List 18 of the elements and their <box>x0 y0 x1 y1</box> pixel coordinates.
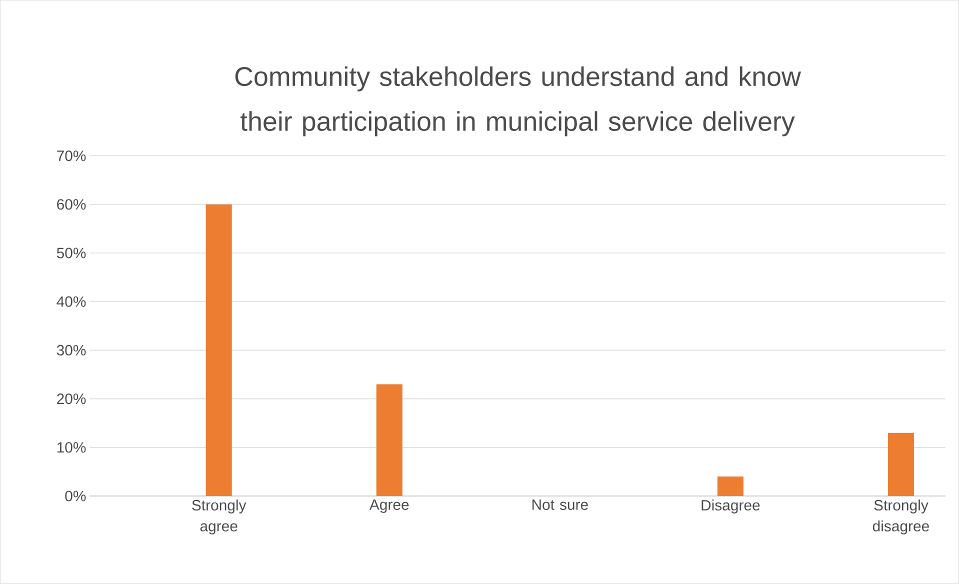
x-tick-label: Not sure <box>532 500 588 510</box>
bar <box>376 384 402 496</box>
chart-title: Community stakeholders understand and know their participation in municipal service delivery <box>235 66 802 136</box>
y-tick-label: 70% <box>57 150 86 162</box>
y-tick-label: 10% <box>57 442 86 453</box>
x-tick-label: Agree <box>369 500 409 514</box>
bar <box>717 476 744 496</box>
x-tick-label: Strongly agree <box>192 500 246 535</box>
x-tick-label: Strongly disagree <box>872 500 929 535</box>
y-tick-label: 60% <box>57 199 86 210</box>
y-tick-label: 30% <box>56 345 86 356</box>
y-tick-label: 20% <box>57 394 86 404</box>
y-tick-label: 40% <box>56 296 86 307</box>
bar <box>888 432 914 496</box>
y-tick-label: 50% <box>56 248 86 258</box>
y-tick-label: 0% <box>65 490 86 502</box>
x-tick-label: Disagree <box>702 500 760 514</box>
bar <box>206 204 232 496</box>
